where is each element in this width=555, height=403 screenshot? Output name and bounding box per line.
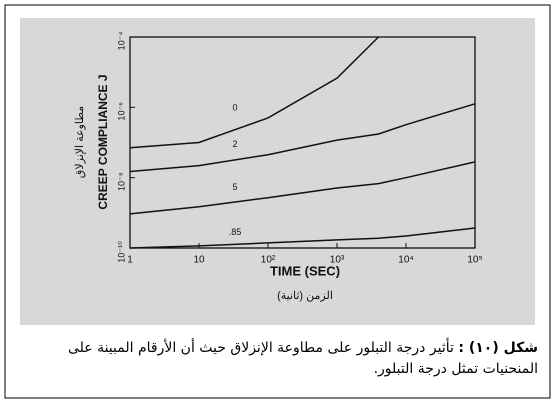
figure-background — [20, 18, 535, 325]
x-tick-label: 10² — [261, 255, 276, 266]
x-axis-label-ar: الزمن (ثانية) — [277, 290, 333, 302]
x-axis-label: TIME (SEC) — [270, 263, 340, 278]
curve-label: 2 — [232, 139, 237, 149]
curve-label: 5 — [232, 182, 237, 192]
curve-label: .85 — [229, 227, 242, 237]
curve — [129, 161, 476, 215]
y-tick-label: 10⁻⁴ — [116, 32, 126, 51]
curve — [129, 36, 380, 149]
curve — [129, 103, 476, 173]
caption-label: شكل (١٠) : — [458, 340, 538, 356]
y-tick-label: 10⁻¹⁰ — [116, 241, 126, 263]
x-tick-label: 10⁴ — [398, 255, 413, 266]
x-tick-label: 1 — [127, 255, 133, 266]
caption-text: تأثير درجة التبلور على مطاوعة الإنزلاق ح… — [67, 340, 538, 377]
curve-label: 0 — [232, 102, 237, 112]
outer-frame — [4, 4, 551, 399]
y-axis-label-ar: مطاوعة الإنزلاق — [74, 106, 86, 178]
y-axis-label: CREEP COMPLIANCE J — [96, 74, 110, 209]
y-tick-label: 10⁻⁶ — [116, 102, 126, 121]
y-tick-label: 10⁻⁸ — [116, 172, 126, 191]
plot-frame — [129, 36, 476, 249]
curve — [129, 227, 476, 249]
x-tick-label: 10 — [193, 255, 205, 266]
x-tick-label: 10³ — [330, 255, 345, 266]
x-tick-label: 10⁵ — [467, 255, 482, 266]
caption: شكل (١٠) : تأثير درجة التبلور على مطاوعة… — [14, 338, 538, 380]
